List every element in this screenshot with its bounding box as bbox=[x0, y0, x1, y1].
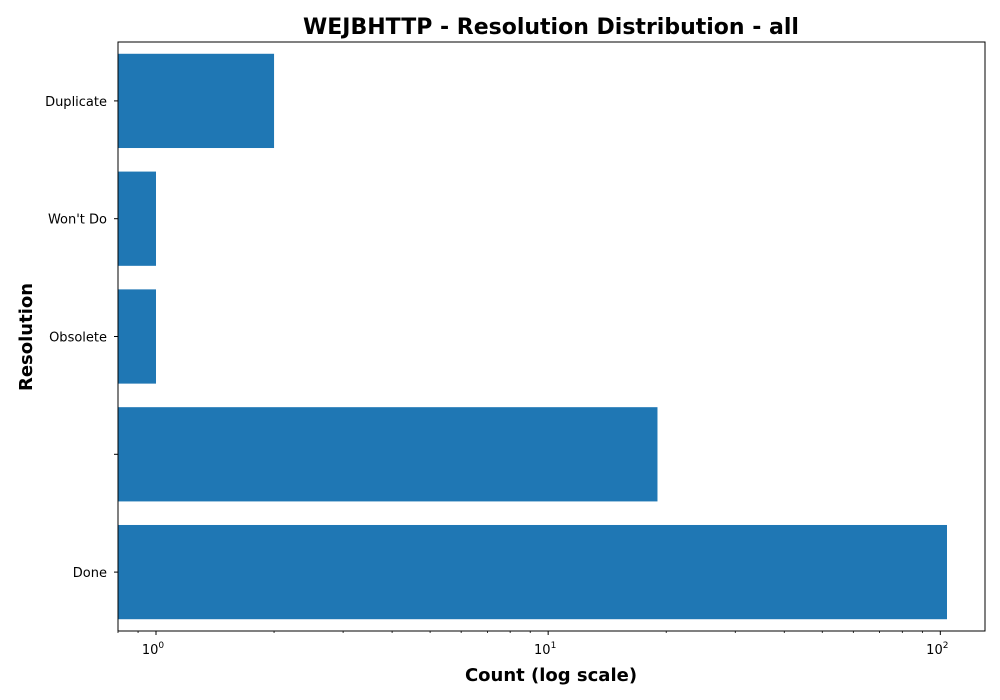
x-axis-label: Count (log scale) bbox=[465, 665, 637, 686]
bar bbox=[118, 407, 658, 502]
y-axis: Done Obsolete Won't Do Duplicate bbox=[45, 95, 118, 581]
y-tick-label: Done bbox=[73, 566, 107, 581]
chart-title: WEJBHTTP - Resolution Distribution - all bbox=[303, 15, 799, 40]
x-tick-exponent: 1 bbox=[551, 641, 557, 651]
y-tick-label: Obsolete bbox=[49, 331, 107, 346]
x-tick-label: 102 bbox=[926, 641, 948, 658]
x-tick-base: 10 bbox=[534, 643, 551, 658]
x-tick-exponent: 0 bbox=[158, 641, 164, 651]
x-tick-base: 10 bbox=[142, 643, 159, 658]
y-axis-label: Resolution bbox=[16, 283, 37, 391]
x-axis: 100 101 102 bbox=[117, 631, 948, 658]
x-tick-label: 101 bbox=[534, 641, 556, 658]
x-tick-label: 100 bbox=[142, 641, 165, 658]
y-tick-label: Duplicate bbox=[45, 95, 107, 110]
bar bbox=[118, 171, 157, 266]
bar bbox=[118, 289, 157, 384]
x-tick-base: 10 bbox=[926, 643, 943, 658]
y-tick-label: Won't Do bbox=[48, 213, 107, 228]
bar bbox=[118, 524, 947, 620]
bar bbox=[118, 53, 275, 149]
bars-layer bbox=[118, 53, 947, 620]
x-tick-exponent: 2 bbox=[943, 641, 949, 651]
